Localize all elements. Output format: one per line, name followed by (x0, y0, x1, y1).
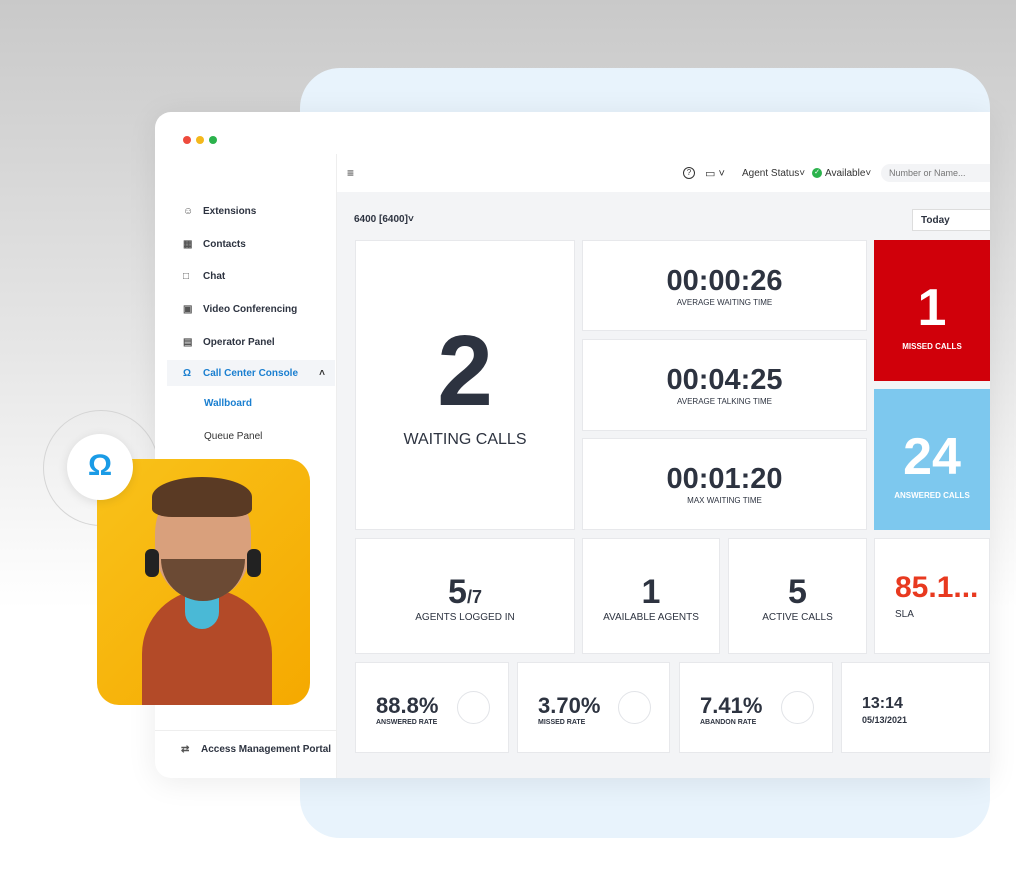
agent-photo (97, 459, 310, 705)
monitor-icon[interactable]: ▭ ˅ (705, 167, 725, 180)
headset-icon: Ω (183, 367, 192, 379)
video-icon: ▣ (183, 303, 193, 315)
sidebar-subitem-queue-panel[interactable]: Queue Panel (204, 431, 263, 442)
waiting-calls-tile: 2 WAITING CALLS (355, 240, 575, 530)
missed-calls-tile: 1 MISSED CALLS (874, 240, 990, 381)
sidebar-item-chat[interactable]: □ Chat (183, 270, 226, 282)
progress-ring (618, 691, 651, 724)
available-agents-tile: 1 AVAILABLE AGENTS (582, 538, 720, 654)
minimize-dot[interactable] (196, 136, 204, 144)
answered-calls-tile: 24 ANSWERED CALLS (874, 389, 990, 530)
sidebar-subitem-wallboard[interactable]: Wallboard (204, 398, 252, 409)
clock-tile: 13:14 05/13/2021 (841, 662, 990, 753)
abandon-rate-tile: 7.41% ABANDON RATE (679, 662, 833, 753)
missed-rate-tile: 3.70% MISSED RATE (517, 662, 670, 753)
active-calls-tile: 5 ACTIVE CALLS (728, 538, 867, 654)
sla-tile: 85.1... SLA (874, 538, 990, 654)
user-list-icon: ☺ (183, 205, 194, 217)
sidebar: ☺ Extensions ▦ Contacts □ Chat ▣ Video Confe… (155, 154, 337, 778)
headset-icon: Ω (67, 434, 133, 500)
period-dropdown[interactable]: Today (912, 209, 990, 231)
monitor-icon: ▤ (183, 336, 193, 348)
close-dot[interactable] (183, 136, 191, 144)
top-bar: ≡ ? ▭ ˅ Agent Status˅ ✓ Available ˅ (337, 154, 990, 192)
chevron-up-icon: ˄ (319, 367, 325, 379)
search-input[interactable] (881, 164, 990, 182)
help-icon[interactable]: ? (683, 167, 695, 179)
divider (155, 730, 337, 731)
sidebar-item-video-conferencing[interactable]: ▣ Video Conferencing (183, 303, 298, 315)
agents-logged-in-tile: 5/7 AGENTS LOGGED IN (355, 538, 575, 654)
availability-dropdown[interactable]: ✓ Available ˅ (812, 168, 871, 179)
agent-status-dropdown[interactable]: Agent Status˅ (742, 167, 806, 179)
sidebar-item-operator-panel[interactable]: ▤ Operator Panel (183, 336, 275, 348)
sidebar-item-access-management[interactable]: ⇄ Access Management Portal (181, 743, 332, 755)
max-waiting-tile: 00:01:20 MAX WAITING TIME (582, 438, 867, 530)
avg-waiting-tile: 00:00:26 AVERAGE WAITING TIME (582, 240, 867, 331)
contacts-icon: ▦ (183, 238, 193, 250)
swap-icon: ⇄ (181, 743, 190, 755)
collapse-menu-icon[interactable]: ≡ (347, 166, 355, 180)
sidebar-item-call-center-console[interactable]: Ω Call Center Console ˄ (167, 360, 335, 386)
maximize-dot[interactable] (209, 136, 217, 144)
progress-ring (781, 691, 814, 724)
sidebar-item-extensions[interactable]: ☺ Extensions (183, 205, 257, 217)
queue-selector[interactable]: 6400 [6400]˅ (354, 214, 414, 225)
answered-rate-tile: 88.8% ANSWERED RATE (355, 662, 509, 753)
progress-ring (457, 691, 490, 724)
avg-talking-tile: 00:04:25 AVERAGE TALKING TIME (582, 339, 867, 431)
chat-icon: □ (183, 270, 190, 282)
check-icon: ✓ (812, 168, 822, 178)
sidebar-item-contacts[interactable]: ▦ Contacts (183, 238, 246, 250)
